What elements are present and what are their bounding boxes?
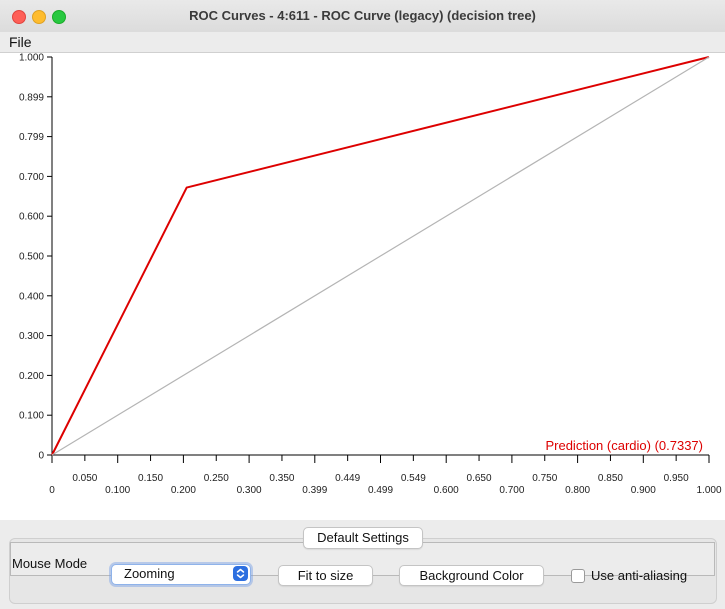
series-legend-label: Prediction (cardio) (0.7337) <box>545 438 703 453</box>
x-tick-label: 0.300 <box>237 485 262 496</box>
y-tick-label: 1.000 <box>19 53 44 64</box>
x-tick-label: 0.800 <box>565 485 590 496</box>
x-tick-label: 1.000 <box>696 485 721 496</box>
x-tick-label: 0.950 <box>664 473 689 484</box>
mouse-mode-value: Zooming <box>124 566 175 581</box>
maximize-window-button[interactable] <box>52 10 66 24</box>
fit-to-size-button[interactable]: Fit to size <box>278 565 373 586</box>
menu-bar: File <box>0 32 725 52</box>
x-tick-label: 0.050 <box>72 473 97 484</box>
x-tick-label: 0 <box>49 485 55 496</box>
x-tick-label: 0.350 <box>269 473 294 484</box>
y-tick-label: 0.700 <box>19 172 44 183</box>
default-settings-button[interactable]: Default Settings <box>303 527 423 549</box>
x-tick-label: 0.499 <box>368 485 393 496</box>
y-tick-label: 0.300 <box>19 331 44 342</box>
window-title: ROC Curves - 4:611 - ROC Curve (legacy) … <box>189 8 536 23</box>
x-tick-label: 0.700 <box>499 485 524 496</box>
diagonal-reference-line <box>51 56 710 456</box>
updown-chevron-icon <box>233 566 248 581</box>
x-tick-label: 0.399 <box>302 485 327 496</box>
y-tick-label: 0.600 <box>19 212 44 223</box>
anti-aliasing-label: Use anti-aliasing <box>591 568 688 583</box>
x-tick-label: 0.750 <box>532 473 557 484</box>
x-tick-label: 0.200 <box>171 485 196 496</box>
y-tick-label: 0.100 <box>19 411 44 422</box>
y-tick-label: 0.400 <box>19 291 44 302</box>
background-color-button[interactable]: Background Color <box>399 565 544 586</box>
roc-curve-line <box>51 56 710 456</box>
control-panel: Default Settings Mouse Mode Zooming Fit … <box>0 520 725 609</box>
anti-aliasing-checkbox[interactable] <box>571 569 585 583</box>
menu-file[interactable]: File <box>9 34 32 50</box>
x-tick-label: 0.449 <box>335 473 360 484</box>
x-tick-label: 0.900 <box>631 485 656 496</box>
x-tick-label: 0.549 <box>401 473 426 484</box>
x-tick-label: 0.250 <box>204 473 229 484</box>
mouse-mode-select[interactable]: Zooming <box>111 564 251 585</box>
y-tick-label: 0.799 <box>19 132 44 143</box>
x-tick-label: 0.600 <box>434 485 459 496</box>
x-tick-label: 0.650 <box>467 473 492 484</box>
minimize-window-button[interactable] <box>32 10 46 24</box>
plot-area[interactable]: 0 0.100 0.200 0.300 0.400 0.500 0.600 0.700 0.79… <box>0 52 725 521</box>
roc-chart[interactable]: 0 0.100 0.200 0.300 0.400 0.500 0.600 0.700 0.79… <box>0 53 725 520</box>
mouse-mode-label: Mouse Mode <box>12 556 88 571</box>
x-tick-label: 0.850 <box>598 473 623 484</box>
x-tick-label: 0.100 <box>105 485 130 496</box>
y-tick-label: 0.500 <box>19 252 44 263</box>
y-tick-label: 0.899 <box>19 92 44 103</box>
x-tick-label: 0.150 <box>138 473 163 484</box>
close-window-button[interactable] <box>12 10 26 24</box>
y-tick-label: 0 <box>38 451 44 462</box>
title-bar[interactable]: ROC Curves - 4:611 - ROC Curve (legacy) … <box>0 0 725 33</box>
y-tick-label: 0.200 <box>19 371 44 382</box>
